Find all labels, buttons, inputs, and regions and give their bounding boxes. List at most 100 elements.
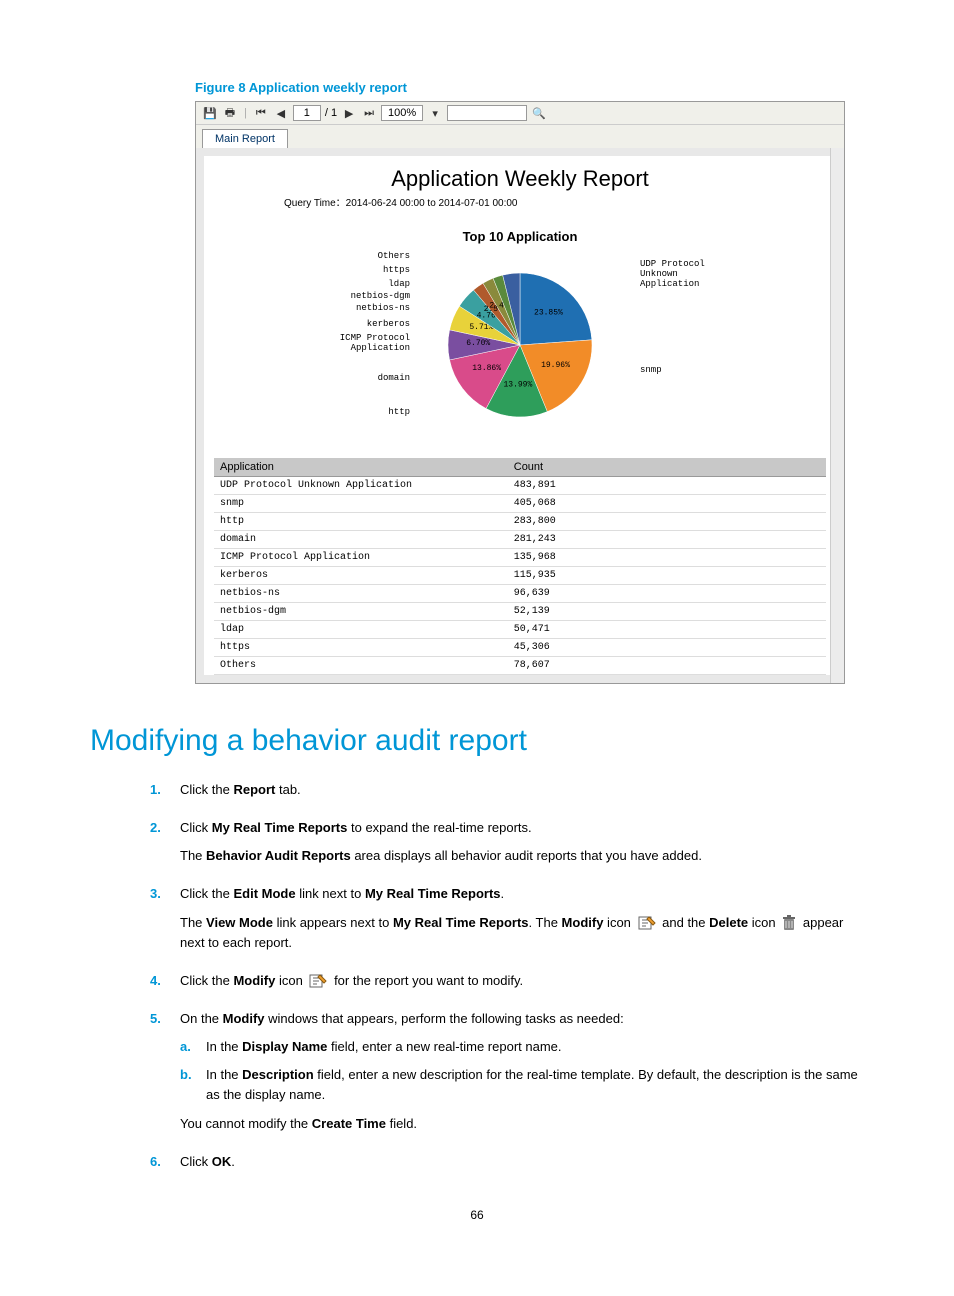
figure-caption: Figure 8 Application weekly report (195, 80, 864, 95)
text: icon (275, 973, 306, 988)
pie-pct-label: 6.70% (466, 339, 490, 348)
text: Click the (180, 973, 233, 988)
step-number: 5. (150, 1009, 180, 1142)
page-total-label: / 1 (325, 107, 337, 119)
pie-label: https (383, 266, 410, 276)
bold: Modify (233, 973, 275, 988)
toolbar-separator: | (244, 107, 247, 119)
table-cell: 52,139 (508, 603, 826, 621)
next-page-icon[interactable]: ▶ (341, 105, 357, 121)
table-row: http283,800 (214, 513, 826, 531)
table-row: snmp405,068 (214, 495, 826, 513)
step-number: 2. (150, 818, 180, 874)
search-icon[interactable]: 🔍 (531, 105, 547, 121)
bold: Modify (223, 1011, 265, 1026)
delete-icon (782, 915, 796, 931)
text: tab. (275, 782, 300, 797)
pie-pct-label: 13.86% (472, 364, 501, 373)
step-body: Click the Edit Mode link next to My Real… (180, 884, 864, 960)
text: and the (662, 915, 709, 930)
bold: Description (242, 1067, 314, 1082)
step-number: 6. (150, 1152, 180, 1180)
modify-icon (638, 915, 656, 931)
text: . (231, 1154, 235, 1169)
prev-page-icon[interactable]: ◀ (273, 105, 289, 121)
print-icon[interactable]: 🖶 (222, 105, 238, 121)
step-body: Click My Real Time Reports to expand the… (180, 818, 864, 874)
pie-label: netbios-dgm (351, 292, 410, 302)
table-cell: 78,607 (508, 657, 826, 675)
search-input[interactable] (447, 105, 527, 121)
table-cell: UDP Protocol Unknown Application (214, 477, 508, 495)
table-cell: 135,968 (508, 549, 826, 567)
substeps: a. In the Display Name field, enter a ne… (180, 1037, 864, 1105)
bold: My Real Time Reports (393, 915, 529, 930)
text: Click (180, 820, 212, 835)
viewer-toolbar: 💾 🖶 | ⏮ ◀ / 1 ▶ ⏭ ▾ 🔍 (196, 102, 844, 125)
table-cell: 115,935 (508, 567, 826, 585)
step-number: 3. (150, 884, 180, 960)
pie-label: netbios-ns (356, 304, 410, 314)
text: Click the (180, 886, 233, 901)
first-page-icon[interactable]: ⏮ (253, 105, 269, 121)
text: Click the (180, 782, 233, 797)
table-cell: http (214, 513, 508, 531)
step-body: On the Modify windows that appears, perf… (180, 1009, 864, 1142)
pie-svg: 23.85%19.96%13.99%13.86%6.70%5.71%4.76%2… (420, 260, 620, 440)
text: field. (386, 1116, 417, 1131)
table-row: netbios-dgm52,139 (214, 603, 826, 621)
zoom-dropdown-icon[interactable]: ▾ (427, 105, 443, 121)
bold: View Mode (206, 915, 273, 930)
text: . (501, 886, 505, 901)
bold: Display Name (242, 1039, 327, 1054)
pie-pct-label: 19.96% (541, 361, 570, 370)
text: to expand the real-time reports. (347, 820, 531, 835)
table-cell: https (214, 639, 508, 657)
bold: Report (233, 782, 275, 797)
last-page-icon[interactable]: ⏭ (361, 105, 377, 121)
page-number-input[interactable] (293, 105, 321, 121)
export-icon[interactable]: 💾 (202, 105, 218, 121)
substep-body: In the Display Name field, enter a new r… (206, 1037, 562, 1057)
scrollbar[interactable] (830, 148, 844, 683)
table-row: Others78,607 (214, 657, 826, 675)
text: On the (180, 1011, 223, 1026)
bold: Behavior Audit Reports (206, 848, 351, 863)
table-cell: kerberos (214, 567, 508, 585)
section-heading: Modifying a behavior audit report (90, 724, 864, 758)
application-table: Application Count UDP Protocol Unknown A… (214, 458, 826, 675)
bold: Delete (709, 915, 748, 930)
bold: Edit Mode (233, 886, 295, 901)
bold: OK (212, 1154, 232, 1169)
table-cell: 281,243 (508, 531, 826, 549)
page-number: 66 (90, 1208, 864, 1222)
substep-letter: a. (180, 1037, 206, 1057)
text: for the report you want to modify. (334, 973, 523, 988)
pie-pct-label: 13.99% (503, 381, 532, 390)
tab-main-report[interactable]: Main Report (202, 129, 288, 148)
pie-chart: 23.85%19.96%13.99%13.86%6.70%5.71%4.76%2… (214, 248, 826, 458)
pie-label: domain (378, 374, 410, 384)
text: . The (529, 915, 562, 930)
step-number: 4. (150, 971, 180, 999)
text: You cannot modify the (180, 1116, 312, 1131)
pie-label: snmp (640, 366, 662, 376)
text: windows that appears, perform the follow… (265, 1011, 624, 1026)
chart-title: Top 10 Application (214, 229, 826, 244)
table-cell: domain (214, 531, 508, 549)
tab-row: Main Report (196, 125, 844, 148)
table-row: ICMP Protocol Application135,968 (214, 549, 826, 567)
text: The (180, 848, 206, 863)
bold: My Real Time Reports (212, 820, 348, 835)
table-row: kerberos115,935 (214, 567, 826, 585)
pie-label: kerberos (367, 320, 410, 330)
table-cell: 50,471 (508, 621, 826, 639)
text: area displays all behavior audit reports… (351, 848, 702, 863)
step-body: Click the Report tab. (180, 780, 864, 808)
table-row: netbios-ns96,639 (214, 585, 826, 603)
zoom-input[interactable] (381, 105, 423, 121)
step-number: 1. (150, 780, 180, 808)
steps-list: 1. Click the Report tab. 2. Click My Rea… (150, 780, 864, 1180)
col-count: Count (508, 458, 826, 477)
table-cell: ICMP Protocol Application (214, 549, 508, 567)
